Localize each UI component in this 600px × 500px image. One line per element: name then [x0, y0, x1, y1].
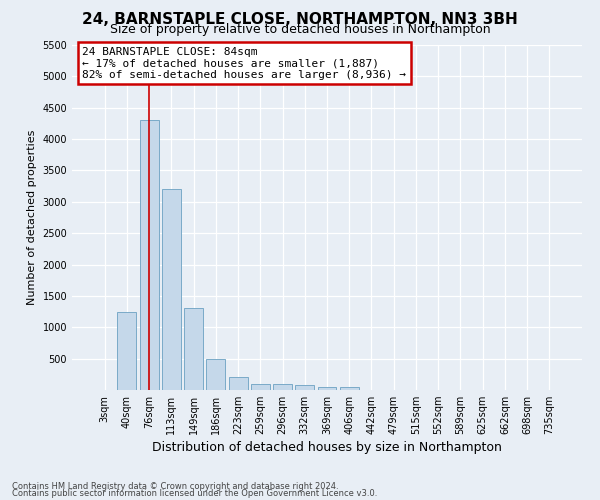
Bar [273, 384, 292, 390]
X-axis label: Distribution of detached houses by size in Northampton: Distribution of detached houses by size … [152, 442, 502, 454]
Text: Contains HM Land Registry data © Crown copyright and database right 2024.: Contains HM Land Registry data © Crown c… [12, 482, 338, 491]
Y-axis label: Number of detached properties: Number of detached properties [27, 130, 37, 305]
Text: Size of property relative to detached houses in Northampton: Size of property relative to detached ho… [110, 22, 490, 36]
Bar [184, 308, 203, 390]
Bar [162, 190, 181, 390]
Bar [295, 386, 314, 390]
Bar [140, 120, 158, 390]
Bar [317, 387, 337, 390]
Text: Contains public sector information licensed under the Open Government Licence v3: Contains public sector information licen… [12, 489, 377, 498]
Bar [118, 312, 136, 390]
Text: 24, BARNSTAPLE CLOSE, NORTHAMPTON, NN3 3BH: 24, BARNSTAPLE CLOSE, NORTHAMPTON, NN3 3… [82, 12, 518, 28]
Bar [229, 378, 248, 390]
Bar [340, 387, 359, 390]
Bar [206, 358, 225, 390]
Bar [251, 384, 270, 390]
Text: 24 BARNSTAPLE CLOSE: 84sqm
← 17% of detached houses are smaller (1,887)
82% of s: 24 BARNSTAPLE CLOSE: 84sqm ← 17% of deta… [82, 46, 406, 80]
